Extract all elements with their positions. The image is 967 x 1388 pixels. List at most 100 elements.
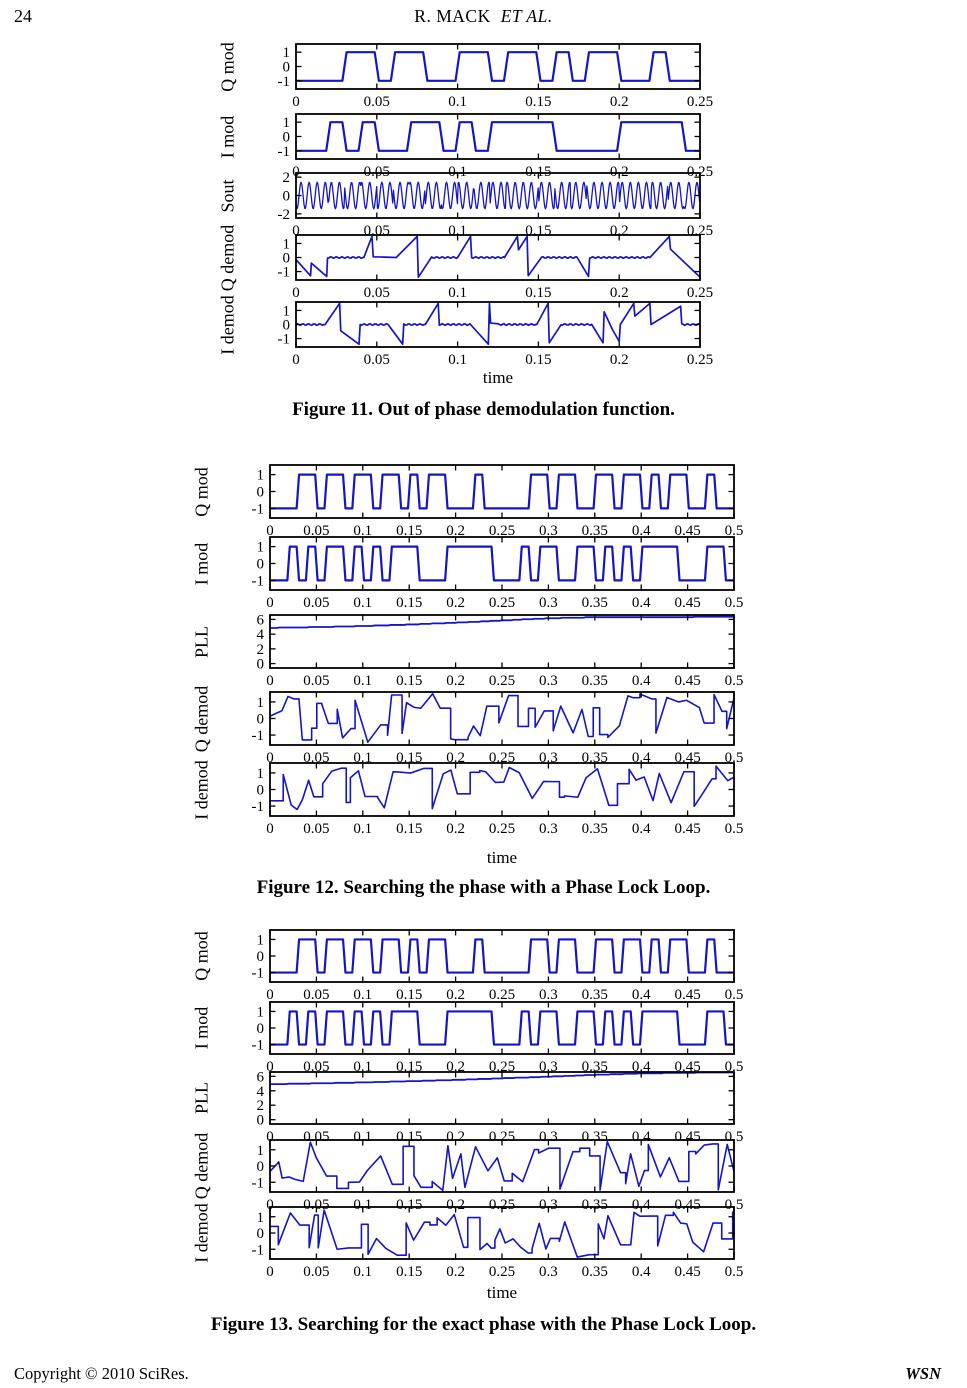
waveform-trace [270,1010,734,1046]
x-tick-label: 0.25 [489,1129,515,1145]
y-axis-label: I mod [217,115,238,158]
x-tick-label: 0.15 [396,1264,422,1280]
waveform-trace [296,235,700,279]
y-tick-label: 1 [283,115,291,131]
x-tick-label: 0.1 [448,352,467,368]
y-tick-label: 4 [257,627,265,643]
x-tick-label: 0 [292,285,300,301]
x-tick-label: 0.3 [539,987,558,1003]
x-tick-label: 0.05 [364,352,390,368]
x-tick-label: 0.35 [582,987,608,1003]
plot-box [269,1139,735,1193]
x-tick-label: 0 [266,1197,274,1213]
x-tick-label: 0.2 [446,1264,465,1280]
figure-13-caption: Figure 13. Searching for the exact phase… [210,1314,757,1335]
x-tick-label: 0.15 [396,1197,422,1213]
x-tick-label: 0 [266,1264,274,1280]
x-tick-label: 0.3 [539,1129,558,1145]
x-tick-label: 0.05 [303,1129,329,1145]
x-tick-label: 0.5 [725,673,744,689]
x-tick-label: 0.4 [632,1197,651,1213]
x-tick-label: 0.25 [687,285,713,301]
x-axis-label-time: time [486,848,518,867]
x-tick-label: 0.1 [353,1197,372,1213]
y-tick-label: 1 [283,45,291,61]
x-tick-label: 0.1 [353,673,372,689]
y-tick-label: 1 [257,1210,265,1226]
x-tick-label: 0.2 [446,987,465,1003]
y-tick-label: 1 [257,1143,265,1159]
y-axis-label: I demod [191,759,212,820]
waveform-trace [270,1140,734,1192]
x-tick-label: 0 [266,523,274,539]
x-tick-label: 0 [292,352,300,368]
x-tick-label: 0.4 [632,523,651,539]
x-tick-label: 0.35 [582,595,608,611]
x-tick-label: 0.05 [303,1264,329,1280]
x-tick-label: 0.1 [353,1264,372,1280]
x-tick-label: 0.25 [489,673,515,689]
plot-fig12-q-demod: Q demod 0 0.05 0.1 0.15 0.2 0.25 0.3 0.35 0.4 0.4… [188,685,744,772]
x-tick-label: 0.45 [674,1059,700,1075]
x-tick-label: 0.45 [674,987,700,1003]
y-axis-label: Q demod [217,224,238,291]
x-tick-label: 0.25 [489,821,515,837]
y-tick-label: 1 [257,766,265,782]
waveform-trace [296,302,700,346]
plot-box [269,762,735,817]
y-tick-label: -2 [278,207,291,223]
y-tick-label: -1 [252,1242,265,1258]
plot-fig13-pll: PLL 0 0.05 0.1 0.15 0.2 0.25 0.3 0.35 0.4 0.45 0.5… [188,1065,744,1151]
x-tick-label: 0.1 [448,164,467,180]
x-tick-label: 0.1 [448,94,467,110]
x-tick-label: 0.2 [610,352,629,368]
figure-11-caption: Figure 11. Out of phase demodulation fun… [292,399,675,420]
x-tick-label: 0.1 [353,595,372,611]
y-tick-label: 0 [283,60,291,76]
y-axis-label: Q mod [191,466,212,517]
y-axis-label: Q mod [217,41,238,92]
x-tick-label: 0.1 [353,821,372,837]
x-tick-label: 0.05 [303,821,329,837]
x-tick-label: 0.2 [446,673,465,689]
x-tick-label: 0 [266,1129,274,1145]
x-tick-label: 0.05 [303,595,329,611]
x-tick-label: 0 [266,595,274,611]
x-tick-label: 0.5 [725,821,744,837]
copyright-notice: Copyright © 2010 SciRes. [14,1364,189,1383]
x-tick-label: 0 [266,750,274,766]
x-tick-label: 0.25 [489,1264,515,1280]
y-tick-label: 0 [283,318,291,334]
y-tick-label: 0 [257,1113,265,1129]
running-head-etal: ET AL. [500,6,553,26]
y-tick-label: -1 [278,144,291,160]
x-tick-label: 0.25 [489,523,515,539]
x-tick-label: 0.35 [582,750,608,766]
waveform-fig13-q-mod: 0 0.05 0.1 0.15 0.2 0.25 0.3 0.35 0.4 0.45 0.510-1 [252,929,744,1003]
x-tick-label: 0 [292,94,300,110]
x-tick-label: 0.15 [525,164,551,180]
x-tick-label: 0.5 [725,595,744,611]
x-tick-label: 0.25 [489,987,515,1003]
waveform-fig13-q-demod: 0 0.05 0.1 0.15 0.2 0.25 0.3 0.35 0.4 0.45 0.510-1 [252,1139,743,1213]
y-tick-label: -1 [252,1038,265,1054]
x-tick-label: 0.05 [303,987,329,1003]
y-tick-label: 6 [257,612,265,628]
x-tick-label: 0.25 [489,750,515,766]
x-tick-label: 0.2 [610,164,629,180]
x-tick-label: 0.2 [446,821,465,837]
y-tick-label: 0 [257,1021,265,1037]
x-tick-label: 0.5 [725,750,744,766]
y-tick-label: 1 [257,1004,265,1020]
y-tick-label: -1 [252,501,265,517]
x-tick-label: 0.5 [725,987,744,1003]
figure-12-caption: Figure 12. Searching the phase with a Ph… [256,877,711,898]
waveform-trace [296,181,700,210]
x-tick-label: 0.15 [396,987,422,1003]
x-tick-label: 0.4 [632,1129,651,1145]
x-tick-label: 0.4 [632,595,651,611]
waveform-fig13-i-demod: 0 0.05 0.1 0.15 0.2 0.25 0.3 0.35 0.4 0.45 0.510-1 [252,1206,743,1280]
y-axis-label: I mod [191,542,212,585]
plot-fig13-i-mod: I mod 0 0.05 0.1 0.15 0.2 0.25 0.3 0.35 0.4 0.45 0… [188,995,744,1081]
